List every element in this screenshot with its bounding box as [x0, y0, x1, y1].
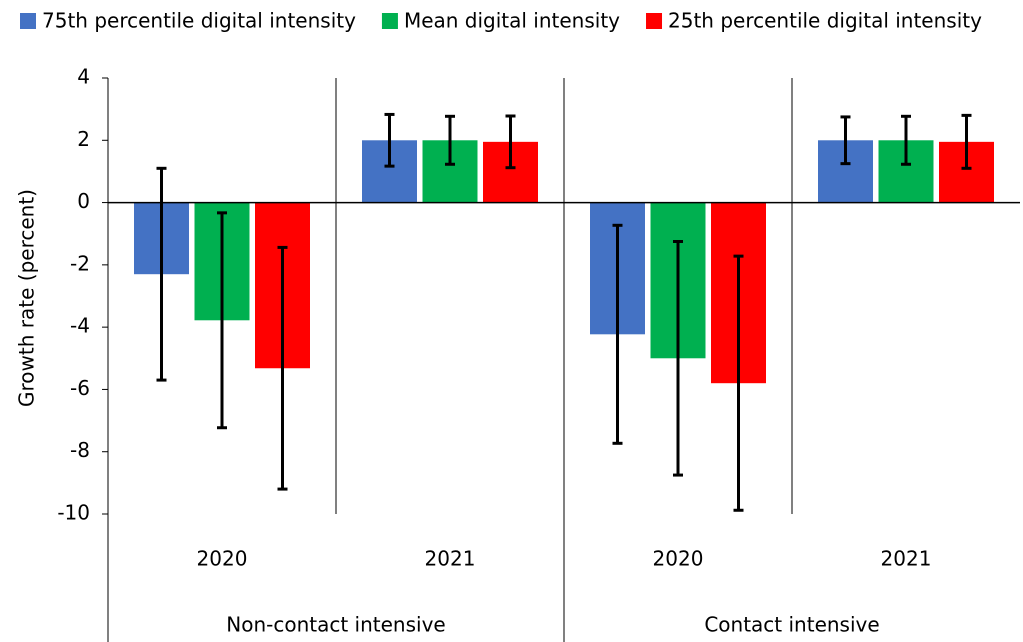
legend-swatch	[381, 13, 398, 29]
x-tick-label: 2021	[881, 547, 932, 571]
y-tick-label: 0	[77, 189, 90, 213]
y-tick-label: 4	[77, 65, 90, 89]
error-bar	[901, 114, 911, 166]
category-group-label: Contact intensive	[704, 613, 879, 637]
error-bar	[445, 114, 455, 166]
legend-swatch	[646, 13, 663, 29]
error-bar	[384, 112, 395, 168]
legend-label: 25th percentile digital intensity	[668, 9, 982, 33]
error-bar	[277, 245, 288, 491]
x-tick-label: 2020	[653, 547, 704, 571]
error-bar	[673, 240, 683, 477]
y-tick-label: -10	[57, 501, 90, 525]
error-bar	[733, 254, 744, 512]
error-bar	[961, 113, 972, 170]
y-axis-title: Growth rate (percent)	[15, 189, 39, 407]
error-bar	[156, 166, 167, 382]
legend-label: 75th percentile digital intensity	[42, 9, 356, 33]
y-tick-label: -2	[70, 251, 90, 275]
category-group-label: Non-contact intensive	[226, 613, 445, 637]
error-bar	[612, 223, 623, 445]
legend-swatch	[20, 13, 36, 29]
y-tick-label: 2	[77, 127, 90, 151]
y-tick-label: -4	[70, 314, 90, 338]
x-tick-label: 2020	[197, 547, 248, 571]
y-tick-label: -8	[70, 438, 90, 462]
error-bar	[840, 115, 851, 166]
error-bar	[505, 114, 516, 170]
y-tick-label: -6	[70, 376, 90, 400]
legend-label: Mean digital intensity	[404, 9, 620, 33]
error-bar	[217, 211, 227, 430]
x-tick-label: 2021	[425, 547, 476, 571]
